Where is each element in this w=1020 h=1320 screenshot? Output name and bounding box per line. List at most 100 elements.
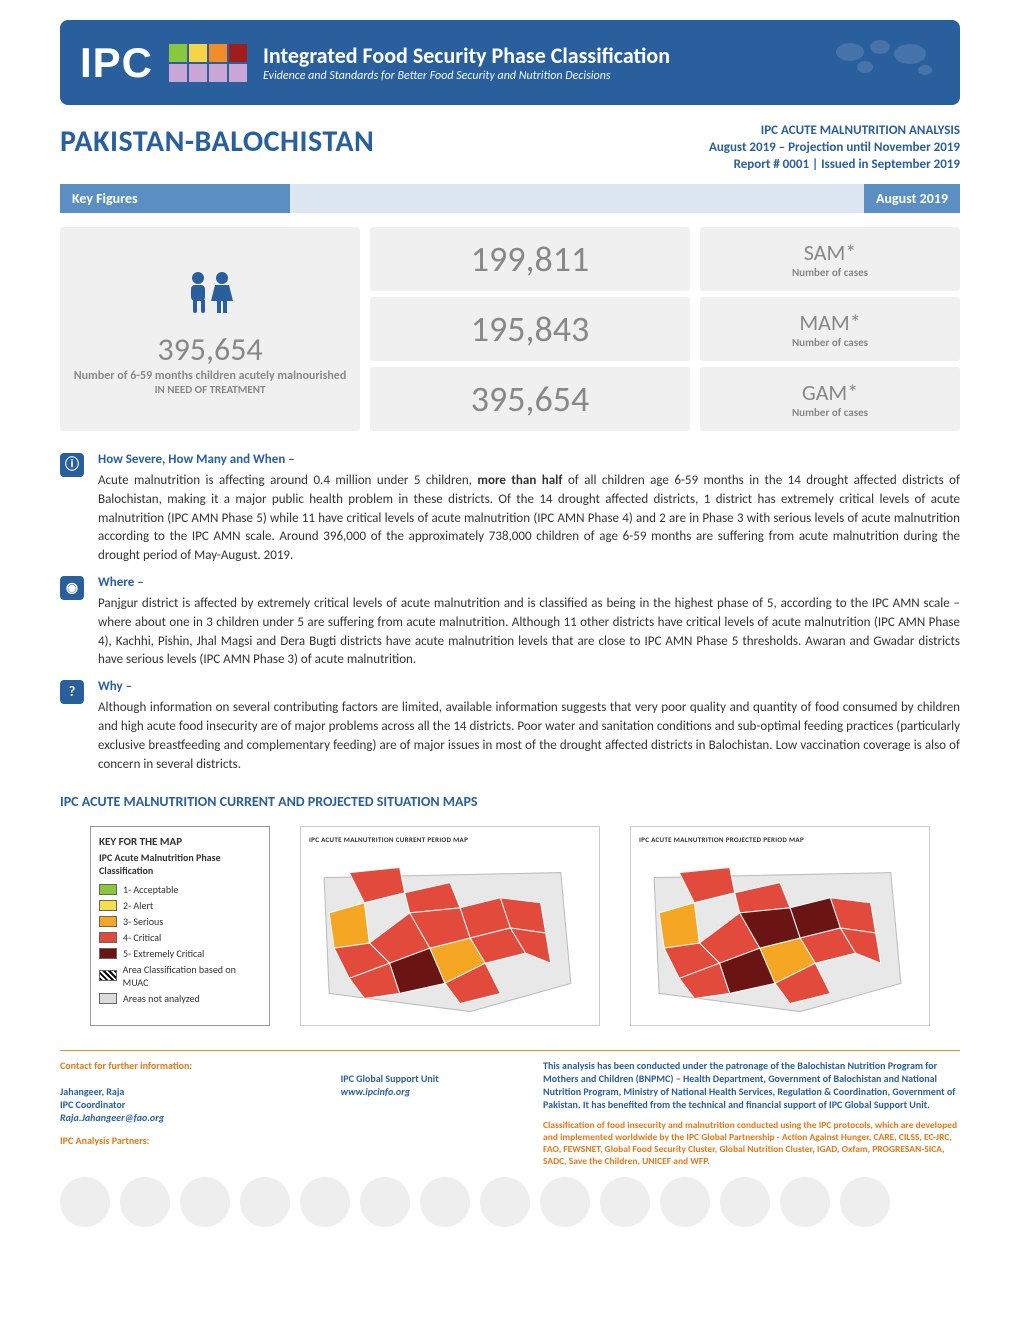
maps-row: KEY FOR THE MAP IPC Acute Malnutrition P… [60, 826, 960, 1026]
report-number: Report # 0001 | Issued in September 2019 [709, 157, 960, 172]
footer: Contact for further information: Jahange… [60, 1059, 960, 1167]
stat-mam-label: MAM*Number of cases [700, 297, 960, 361]
legend-swatch [99, 932, 117, 943]
patron-text: This analysis has been conducted under t… [543, 1059, 960, 1111]
hatch-swatch [99, 970, 117, 981]
section-where-title: Where – [98, 575, 144, 590]
people-icon [70, 270, 350, 326]
legend-label: 1- Acceptable [123, 883, 178, 896]
legend-row: 5- Extremely Critical [99, 947, 261, 960]
map-current-svg [309, 848, 591, 1018]
partners-header: IPC Analysis Partners: [60, 1134, 321, 1147]
legend-swatch [99, 916, 117, 927]
phase-color-grid [169, 44, 247, 82]
header-banner: IPC Integrated Food Security Phase Class… [60, 20, 960, 105]
total-number: 395,654 [70, 330, 350, 369]
map-projected-title: IPC ACUTE MALNUTRITION PROJECTED PERIOD … [639, 835, 921, 844]
banner-text: Integrated Food Security Phase Classific… [263, 42, 814, 83]
info-icon: ⓘ [60, 453, 84, 477]
legend-subtitle: IPC Acute Malnutrition Phase Classificat… [99, 851, 261, 877]
map-projected: IPC ACUTE MALNUTRITION PROJECTED PERIOD … [630, 826, 930, 1026]
map-legend: KEY FOR THE MAP IPC Acute Malnutrition P… [90, 826, 270, 1026]
report-meta: IPC ACUTE MALNUTRITION ANALYSIS August 2… [709, 123, 960, 174]
stats-grid: 395,654 Number of 6-59 months children a… [60, 227, 960, 431]
partner-logo [720, 1177, 770, 1227]
question-icon: ? [60, 680, 84, 704]
analysis-type: IPC ACUTE MALNUTRITION ANALYSIS [709, 123, 960, 138]
footer-contact: Contact for further information: Jahange… [60, 1059, 321, 1167]
map-current: IPC ACUTE MALNUTRITION CURRENT PERIOD MA… [300, 826, 600, 1026]
ipc-logo-text: IPC [80, 39, 153, 87]
partner-logo [780, 1177, 830, 1227]
legend-title: KEY FOR THE MAP [99, 835, 261, 848]
legend-row: 2- Alert [99, 899, 261, 912]
body-sections: ⓘ How Severe, How Many and When – Acute … [60, 451, 960, 775]
stat-sam-num: 199,811 [370, 227, 690, 291]
contact-name: Jahangeer, Raja [60, 1085, 124, 1098]
unit-name: IPC Global Support Unit [341, 1072, 523, 1085]
sam-number: 199,811 [380, 237, 680, 281]
partner-logo [120, 1177, 170, 1227]
legend-label: 2- Alert [123, 899, 153, 912]
map-current-title: IPC ACUTE MALNUTRITION CURRENT PERIOD MA… [309, 835, 591, 844]
key-figures-spacer [290, 184, 864, 213]
partner-logo [660, 1177, 710, 1227]
gam-number: 395,654 [380, 377, 680, 421]
total-desc1: Number of 6-59 months children acutely m… [70, 369, 350, 383]
section-severity-title: How Severe, How Many and When – [98, 452, 295, 467]
contact-email: Raja.Jahangeer@fao.org [60, 1111, 164, 1124]
mam-abbr: MAM* [710, 309, 950, 336]
na-swatch [99, 993, 117, 1004]
banner-title: Integrated Food Security Phase Classific… [263, 42, 814, 69]
legend-row: 4- Critical [99, 931, 261, 944]
legend-swatch [99, 900, 117, 911]
sam-abbr: SAM* [710, 239, 950, 266]
section-where: ◉ Where – Panjgur district is affected b… [60, 574, 960, 670]
legend-hatch: Area Classification based on MUAC [99, 963, 261, 989]
section-why-body: Although information on several contribu… [98, 699, 960, 774]
section-where-body: Panjgur district is affected by extremel… [98, 595, 960, 670]
partner-logo [420, 1177, 470, 1227]
key-figures-label: Key Figures [60, 184, 290, 213]
stat-mam-num: 195,843 [370, 297, 690, 361]
contact-header: Contact for further information: [60, 1059, 321, 1072]
stat-total: 395,654 Number of 6-59 months children a… [60, 227, 360, 431]
total-desc2: IN NEED OF TREATMENT [70, 383, 350, 396]
partner-logo [480, 1177, 530, 1227]
page-title: PAKISTAN-BALOCHISTAN [60, 123, 374, 160]
stat-sam-label: SAM*Number of cases [700, 227, 960, 291]
na-label: Areas not analyzed [123, 992, 200, 1005]
partner-logo [60, 1177, 110, 1227]
partner-logo [840, 1177, 890, 1227]
stat-gam-num: 395,654 [370, 367, 690, 431]
legend-label: 4- Critical [123, 931, 161, 944]
gam-sub: Number of cases [710, 406, 950, 419]
partner-logo [540, 1177, 590, 1227]
legend-swatch [99, 884, 117, 895]
unit-site: www.ipcinfo.org [341, 1085, 523, 1098]
legend-swatch [99, 948, 117, 959]
maps-heading: IPC ACUTE MALNUTRITION CURRENT AND PROJE… [60, 793, 960, 810]
date-range: August 2019 – Projection until November … [709, 140, 960, 155]
classification-text: Classification of food insecurity and ma… [543, 1119, 960, 1167]
location-icon: ◉ [60, 576, 84, 600]
gam-abbr: GAM* [710, 379, 950, 406]
partner-logo [240, 1177, 290, 1227]
sam-sub: Number of cases [710, 266, 950, 279]
legend-row: 3- Serious [99, 915, 261, 928]
key-figures-date: August 2019 [864, 184, 960, 213]
section-why: ? Why – Although information on several … [60, 678, 960, 774]
legend-na: Areas not analyzed [99, 992, 261, 1005]
contact-role: IPC Coordinator [60, 1098, 125, 1111]
hatch-label: Area Classification based on MUAC [123, 963, 261, 989]
key-figures-bar: Key Figures August 2019 [60, 184, 960, 213]
mam-number: 195,843 [380, 307, 680, 351]
legend-label: 5- Extremely Critical [123, 947, 204, 960]
partner-logo [300, 1177, 350, 1227]
footer-divider [60, 1050, 960, 1051]
stat-gam-label: GAM*Number of cases [700, 367, 960, 431]
footer-unit: IPC Global Support Unit www.ipcinfo.org [341, 1059, 523, 1167]
banner-subtitle: Evidence and Standards for Better Food S… [263, 69, 814, 83]
partner-logo [600, 1177, 650, 1227]
title-row: PAKISTAN-BALOCHISTAN IPC ACUTE MALNUTRIT… [60, 123, 960, 174]
